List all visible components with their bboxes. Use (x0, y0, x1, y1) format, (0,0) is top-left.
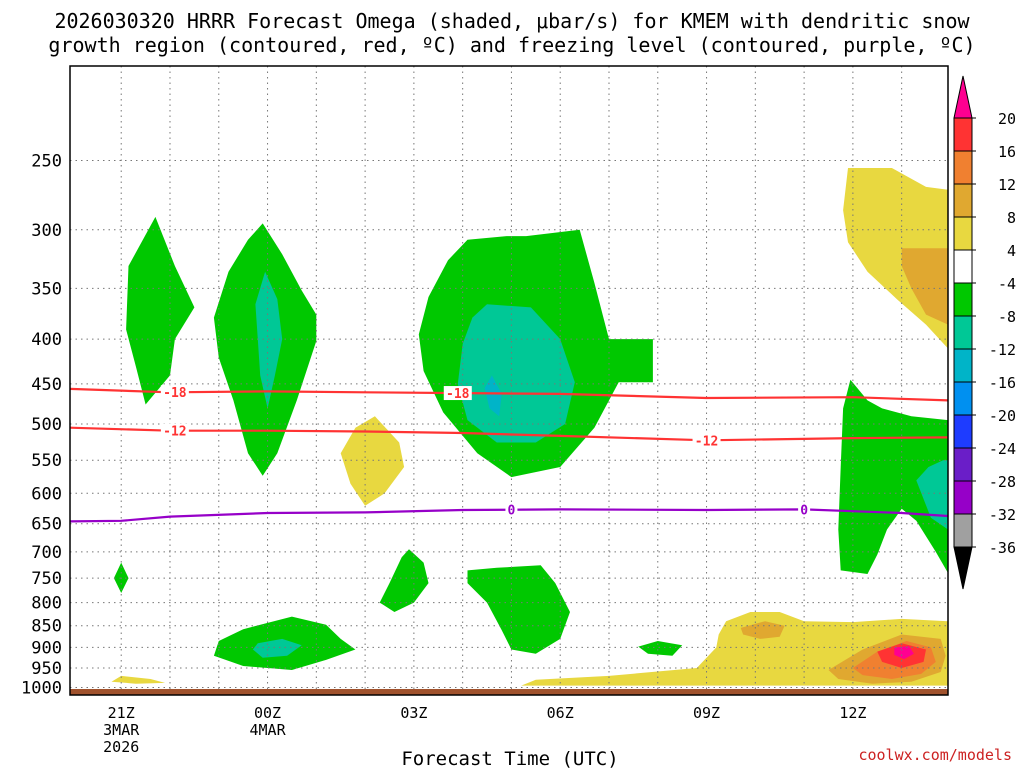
omega-green-f (467, 565, 570, 654)
colorbar-label: 12 (998, 176, 1016, 194)
colorbar-segment (953, 183, 973, 218)
dendritic-bottom-contour (70, 426, 948, 442)
x-tick-label: 4MAR (249, 721, 286, 739)
y-tick-label: 1000 (21, 678, 62, 698)
x-tick-label: 00Z (254, 704, 281, 722)
colorbar-segment (953, 249, 973, 284)
dendritic-bottom-label: -12 (695, 434, 718, 449)
omega-green-i (838, 379, 948, 574)
watermark: coolwx.com/models (858, 746, 1012, 764)
freezing-level-label: 0 (800, 503, 808, 518)
x-tick-label: 21Z (108, 704, 135, 722)
y-tick-label: 250 (31, 151, 62, 171)
y-tick-label: 600 (31, 484, 62, 504)
omega-cyan-c (484, 375, 502, 417)
omega-yellow-1 (340, 416, 405, 506)
colorbar-segment (953, 381, 973, 416)
x-tick-label: 03Z (400, 704, 427, 722)
freezing-level-contour (70, 508, 948, 523)
y-tick-label: 450 (31, 375, 62, 395)
chart-title-line: growth region (contoured, red, ºC) and f… (48, 33, 975, 57)
colorbar-label: -20 (989, 407, 1016, 425)
freezing-level-label-bg (798, 502, 811, 517)
omega-orange-4a (740, 621, 785, 639)
colorbar-label: -16 (989, 374, 1016, 392)
y-tick-label: 900 (31, 638, 62, 658)
colorbar-segment (953, 414, 973, 449)
x-tick-label: 06Z (547, 704, 574, 722)
y-tick-label: 750 (31, 569, 62, 589)
y-tick-label: 650 (31, 515, 62, 535)
colorbar-segment (953, 216, 973, 251)
colorbar-label: 8 (1007, 209, 1016, 227)
y-tick-label: 500 (31, 415, 62, 435)
y-tick-label: 700 (31, 543, 62, 563)
freezing-level-label: 0 (508, 504, 516, 519)
colorbar-label: -4 (998, 275, 1016, 293)
dendritic-bottom-label-bg (160, 423, 189, 438)
omega-green-h (638, 641, 683, 656)
y-tick-label: 300 (31, 221, 62, 241)
y-tick-label: 950 (31, 659, 62, 679)
colorbar-segment (953, 480, 973, 515)
dendritic-top-label: -18 (446, 387, 470, 402)
plot-frame (69, 65, 949, 696)
colorbar-label: -24 (989, 440, 1016, 458)
dendritic-bottom-label: -12 (163, 425, 186, 440)
x-axis-label: Forecast Time (UTC) (401, 748, 618, 768)
colorbar-label: -32 (989, 506, 1016, 524)
omega-green-e (379, 549, 429, 612)
colorbar-segment (953, 315, 973, 350)
x-tick-label: 09Z (693, 704, 720, 722)
colorbar-label: -28 (989, 473, 1016, 491)
y-tick-label: 850 (31, 617, 62, 637)
y-tick-label: 550 (31, 451, 62, 471)
colorbar-label: -8 (998, 308, 1016, 326)
omega-teal-i (916, 460, 948, 530)
x-tick-label: 3MAR (103, 721, 140, 739)
dendritic-top-label-bg (443, 386, 472, 401)
colorbar-segment (953, 447, 973, 482)
y-tick-label: 800 (31, 594, 62, 614)
dendritic-top-label: -18 (163, 386, 187, 401)
omega-teal-g (252, 638, 302, 658)
colorbar-segment (953, 150, 973, 185)
colorbar-segment (953, 117, 973, 152)
colorbar-min-triangle (953, 546, 973, 590)
omega-yellow-3 (111, 675, 166, 684)
plot-area: -18 -18 -12 -12 0 0 (70, 66, 948, 695)
omega-pink-4 (894, 646, 914, 660)
x-tick-label: 2026 (103, 738, 139, 756)
colorbar-label: 4 (1007, 242, 1016, 260)
colorbar-label: -36 (989, 539, 1016, 557)
colorbar-label: 20 (998, 110, 1016, 128)
colorbar-label: -12 (989, 341, 1016, 359)
omega-teal-b (255, 271, 283, 409)
chart-title-line: 2026030320 HRRR Forecast Omega (shaded, … (54, 9, 970, 33)
y-tick-label: 350 (31, 279, 62, 299)
colorbar-segment (953, 348, 973, 383)
x-tick-label: 12Z (839, 704, 866, 722)
ground-surface (70, 688, 948, 695)
colorbar-segment (953, 513, 973, 548)
dendritic-bottom-label-bg (692, 433, 721, 448)
colorbar-label: 16 (998, 143, 1016, 161)
dendritic-top-label-bg (160, 385, 189, 400)
y-tick-label: 400 (31, 330, 62, 350)
omega-teal-c (457, 304, 575, 443)
freezing-level-label-bg (505, 502, 518, 517)
colorbar-segment (953, 282, 973, 317)
omega-orange-2 (901, 248, 948, 325)
omega-green-a (126, 216, 195, 405)
